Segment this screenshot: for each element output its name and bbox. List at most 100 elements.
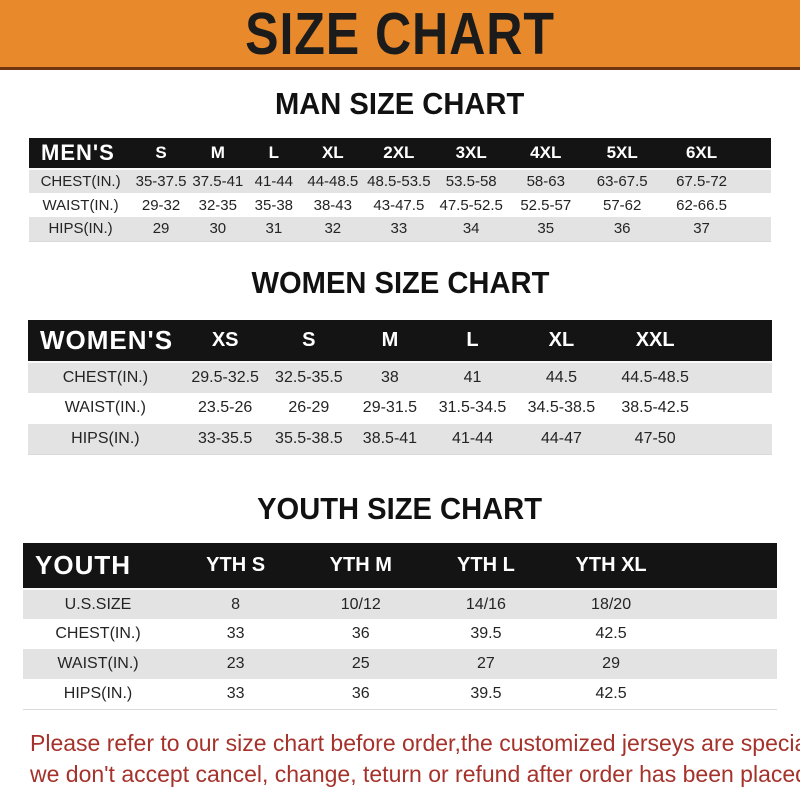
row-label: CHEST(IN.) [55, 625, 141, 642]
order-notice-line-2: we don't accept cancel, change, teturn o… [30, 760, 800, 787]
table-title: MEN'S [41, 140, 115, 165]
size-value-cell: 23.5-26 [198, 399, 253, 416]
men-size-chart-section: MAN SIZE CHART MEN'S S M L XL 2XL 3XL 4XL 5XL 6XL… [0, 87, 800, 242]
size-value-cell: 25 [351, 655, 370, 672]
table-row: WAIST(IN.) 23 25 27 29 [23, 649, 777, 679]
size-value-cell: 47.5-52.5 [439, 196, 503, 214]
column-header: XS [211, 328, 239, 351]
size-value-cell: 34.5-38.5 [527, 399, 596, 416]
banner: SIZE CHART [0, 0, 800, 70]
size-value-cell: 31 [265, 220, 283, 238]
order-notice: Please refer to our size chart before or… [0, 728, 800, 790]
column-header: M [210, 143, 225, 162]
size-value-cell: 32-35 [198, 196, 237, 214]
size-value-cell: 41-44 [452, 429, 493, 447]
table-row: WAIST(IN.) 23.5-26 26-29 29-31.5 31.5-34.5 34… [28, 392, 772, 424]
men-size-table: MEN'S S M L XL 2XL 3XL 4XL 5XL 6XL CHEST(IN.) 35-37… [0, 138, 800, 242]
table-title: YOUTH [35, 550, 131, 580]
size-value-cell: 33 [226, 625, 245, 642]
spacer-cell [674, 649, 777, 679]
size-value-cell: 10/12 [340, 595, 381, 613]
size-value-cell: 53.5-58 [445, 173, 497, 190]
size-value-cell: 36 [351, 625, 370, 642]
size-value-cell: 39.5 [470, 684, 502, 702]
table-row: CHEST(IN.) 35-37.5 37.5-41 41-44 44-48.5 48.5… [29, 169, 771, 193]
spacer-cell [674, 589, 777, 619]
table-header-row: YOUTH YTH S YTH M YTH L YTH XL [23, 543, 777, 589]
size-value-cell: 37.5-41 [192, 173, 244, 190]
spacer-cell [703, 424, 772, 455]
size-value-cell: 41-44 [254, 173, 294, 190]
size-value-cell: 63-67.5 [596, 173, 648, 190]
row-label: U.S.SIZE [64, 595, 132, 613]
women-size-table: WOMEN'S XS S M L XL XXL CHEST(IN.) 29.5-32.5 32.5… [0, 319, 800, 456]
size-value-cell: 62-66.5 [676, 196, 727, 214]
size-table: WOMEN'S XS S M L XL XXL CHEST(IN.) 29.5-32.5 32.5… [28, 319, 772, 456]
youth-section-heading-text: YOUTH SIZE CHART [257, 491, 543, 526]
size-value-cell: 42.5 [595, 684, 627, 702]
size-value-cell: 33 [226, 684, 245, 702]
women-section-heading-text: WOMEN SIZE CHART [251, 264, 549, 300]
youth-section-heading: YOUTH SIZE CHART [0, 492, 800, 526]
size-value-cell: 38 [381, 368, 399, 386]
column-header: YTH L [457, 554, 515, 576]
size-value-cell: 39.5 [470, 625, 502, 642]
size-value-cell: 31.5-34.5 [438, 399, 507, 416]
size-value-cell: 35-38 [254, 196, 294, 214]
spacer-cell [703, 320, 772, 362]
column-header: M [381, 328, 399, 351]
row-label: HIPS(IN.) [63, 684, 133, 702]
column-header: 6XL [685, 143, 718, 162]
size-value-cell: 35 [537, 220, 555, 238]
size-value-cell: 14/16 [465, 595, 506, 613]
column-header: YTH S [206, 554, 266, 576]
row-label: CHEST(IN.) [62, 368, 149, 386]
row-label: WAIST(IN.) [42, 196, 119, 214]
row-label: HIPS(IN.) [71, 429, 140, 447]
men-section-heading-text: MAN SIZE CHART [275, 86, 525, 121]
column-header: YTH M [329, 554, 392, 576]
table-header-row: WOMEN'S XS S M L XL XXL [28, 319, 772, 362]
row-label: HIPS(IN.) [48, 220, 113, 238]
size-value-cell: 29 [152, 220, 170, 238]
size-value-cell: 36 [351, 684, 370, 702]
column-header: L [466, 328, 479, 351]
spacer-cell [742, 193, 771, 217]
women-section-heading: WOMEN SIZE CHART [0, 264, 800, 300]
column-header: 5XL [606, 143, 638, 162]
row-label: WAIST(IN.) [57, 655, 139, 672]
youth-size-chart-section: YOUTH SIZE CHART YOUTH YTH S YTH M YTH L YTH… [0, 492, 800, 710]
size-value-cell: 57-62 [602, 196, 642, 214]
column-header: 2XL [383, 143, 415, 162]
size-value-cell: 29-31.5 [362, 399, 418, 416]
size-value-cell: 44.5 [545, 368, 577, 386]
table-row: HIPS(IN.) 33-35.5 35.5-38.5 38.5-41 41-44 44-… [28, 423, 772, 455]
spacer-cell [703, 393, 772, 424]
table-row: CHEST(IN.) 29.5-32.5 32.5-35.5 38 41 44.5 44.5… [28, 361, 772, 393]
table-title: WOMEN'S [40, 324, 174, 355]
size-value-cell: 48.5-53.5 [367, 173, 431, 190]
size-value-cell: 23 [226, 655, 245, 672]
size-value-cell: 27 [477, 655, 495, 672]
size-value-cell: 8 [231, 595, 241, 613]
size-value-cell: 47-50 [634, 429, 676, 447]
size-table: YOUTH YTH S YTH M YTH L YTH XL U.S.SIZE 8 10/12… [23, 543, 777, 710]
size-value-cell: 26-29 [288, 399, 330, 416]
size-table: MEN'S S M L XL 2XL 3XL 4XL 5XL 6XL CHEST(IN.) 35-37… [29, 138, 771, 242]
size-value-cell: 32.5-35.5 [275, 368, 343, 386]
column-header: XXL [635, 328, 675, 351]
size-value-cell: 33-35.5 [198, 429, 253, 447]
spacer-cell [742, 169, 771, 193]
column-header: L [268, 143, 280, 162]
size-value-cell: 38-43 [313, 196, 352, 214]
size-value-cell: 43-47.5 [373, 196, 425, 214]
table-row: U.S.SIZE 8 10/12 14/16 18/20 [23, 589, 777, 619]
column-header: 4XL [530, 143, 562, 162]
table-header-row: MEN'S S M L XL 2XL 3XL 4XL 5XL 6XL [29, 138, 771, 169]
spacer-cell [742, 138, 771, 169]
table-row: HIPS(IN.) 29 30 31 32 33 34 35 36 37 [29, 217, 771, 241]
size-value-cell: 44-48.5 [307, 173, 359, 190]
column-header: XL [321, 143, 344, 162]
size-value-cell: 58-63 [526, 173, 565, 190]
